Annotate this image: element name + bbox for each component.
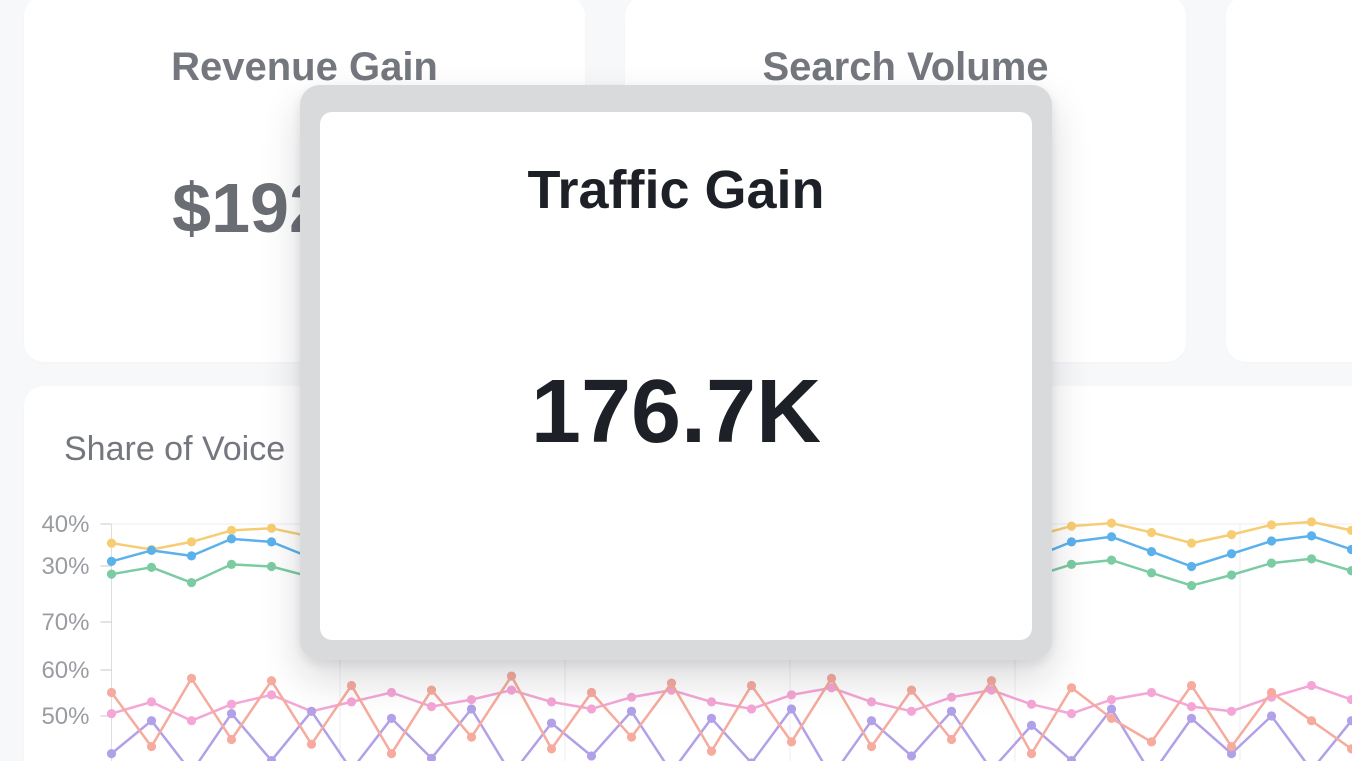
svg-text:70%: 70%	[41, 609, 89, 636]
svg-text:50%: 50%	[41, 703, 89, 730]
svg-text:60%: 60%	[41, 657, 89, 684]
svg-text:40%: 40%	[41, 511, 89, 538]
svg-text:30%: 30%	[41, 553, 89, 580]
